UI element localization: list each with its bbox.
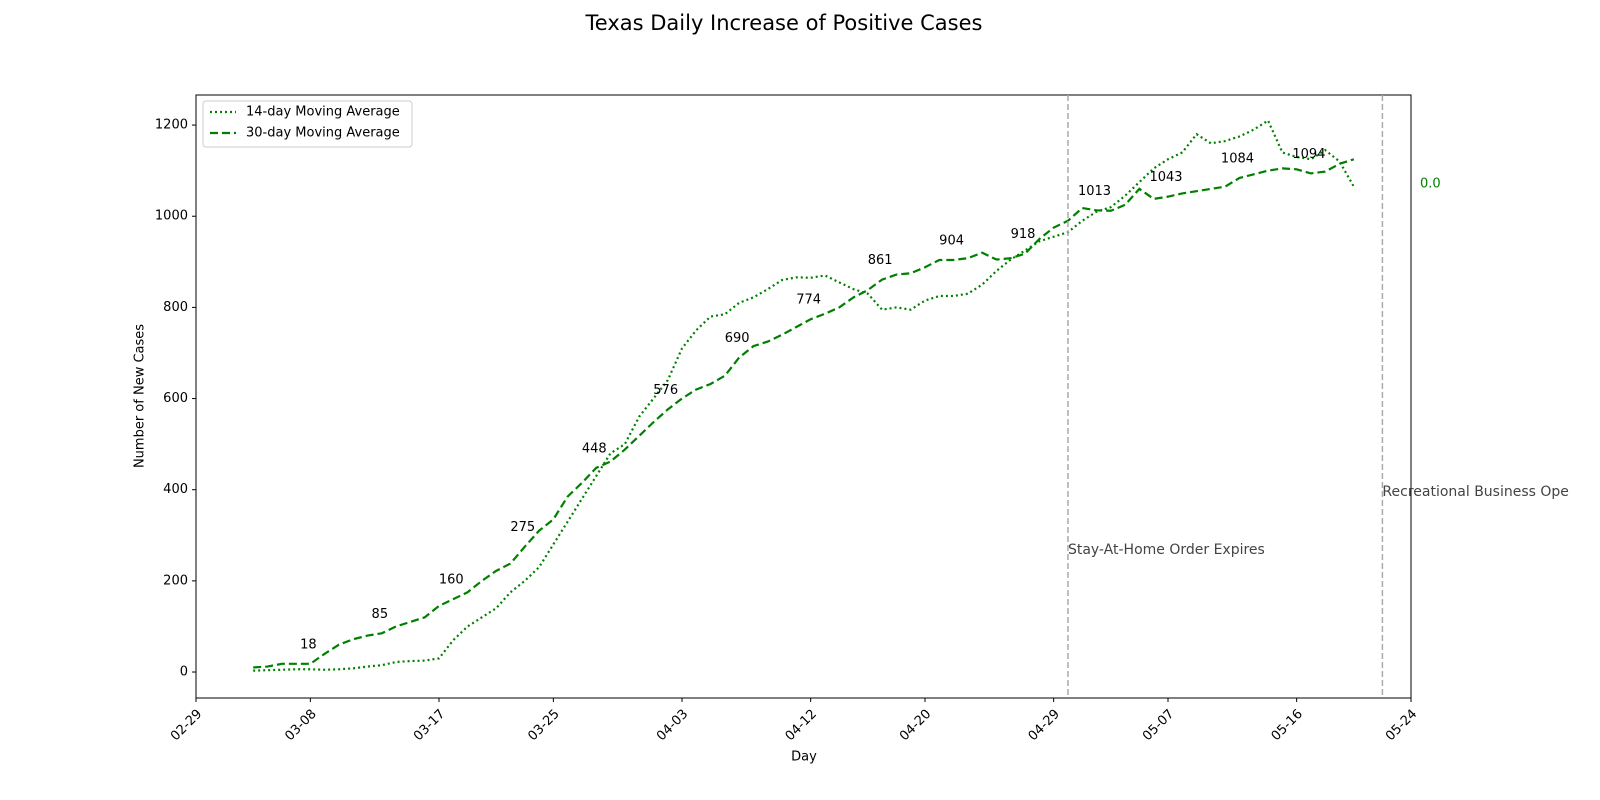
data-label: 1013 xyxy=(1078,184,1111,199)
data-label: 774 xyxy=(796,293,821,308)
data-label: 1094 xyxy=(1292,147,1325,162)
line-series xyxy=(253,158,1355,669)
y-tick-label: 800 xyxy=(163,300,188,315)
data-label: 918 xyxy=(1011,227,1036,242)
data-label: 861 xyxy=(868,253,893,268)
x-tick-label: 05-24 xyxy=(1383,707,1420,744)
data-label: 448 xyxy=(582,441,607,456)
y-tick-label: 1000 xyxy=(155,209,188,224)
x-tick-label: 04-20 xyxy=(897,707,934,744)
data-label: 904 xyxy=(939,233,964,248)
data-label: 85 xyxy=(372,607,389,622)
x-tick-label: 04-03 xyxy=(654,707,691,744)
x-tick-label: 02-29 xyxy=(168,707,205,744)
line-series xyxy=(253,118,1355,672)
legend-label: 14-day Moving Average xyxy=(246,105,400,120)
data-label: 275 xyxy=(510,520,535,535)
legend-box xyxy=(202,100,413,148)
chart-title: Texas Daily Increase of Positive Cases xyxy=(585,11,983,35)
data-label: 1043 xyxy=(1149,170,1182,185)
data-label: 690 xyxy=(725,331,750,346)
plot-frame xyxy=(195,94,1412,699)
data-label: 1084 xyxy=(1221,151,1254,166)
data-label: 18 xyxy=(300,637,317,652)
y-axis-label: Number of New Cases xyxy=(133,324,148,468)
x-axis-label: Day xyxy=(791,750,817,765)
y-tick-label: 600 xyxy=(163,391,188,406)
y-tick-label: 1200 xyxy=(155,118,188,133)
y-tick-label: 200 xyxy=(163,573,188,588)
y-tick-label: 0 xyxy=(180,665,188,680)
x-tick-label: 05-07 xyxy=(1140,707,1177,744)
x-tick-label: 03-25 xyxy=(525,707,562,744)
event-label: Recreational Business Ope xyxy=(1382,484,1569,500)
data-label: 160 xyxy=(439,573,464,588)
side-note: 0.0 xyxy=(1420,177,1441,192)
x-tick-label: 03-08 xyxy=(282,707,319,744)
x-tick-label: 04-12 xyxy=(783,707,820,744)
legend: 14-day Moving Average 30-day Moving Avera… xyxy=(202,100,413,148)
data-label: 576 xyxy=(653,383,678,398)
event-label: Stay-At-Home Order Expires xyxy=(1068,542,1265,558)
y-tick-label: 400 xyxy=(163,482,188,497)
x-tick-label: 05-16 xyxy=(1269,707,1306,744)
legend-label: 30-day Moving Average xyxy=(246,126,400,141)
x-tick-label: 04-29 xyxy=(1026,707,1063,744)
x-tick-label: 03-17 xyxy=(411,707,448,744)
